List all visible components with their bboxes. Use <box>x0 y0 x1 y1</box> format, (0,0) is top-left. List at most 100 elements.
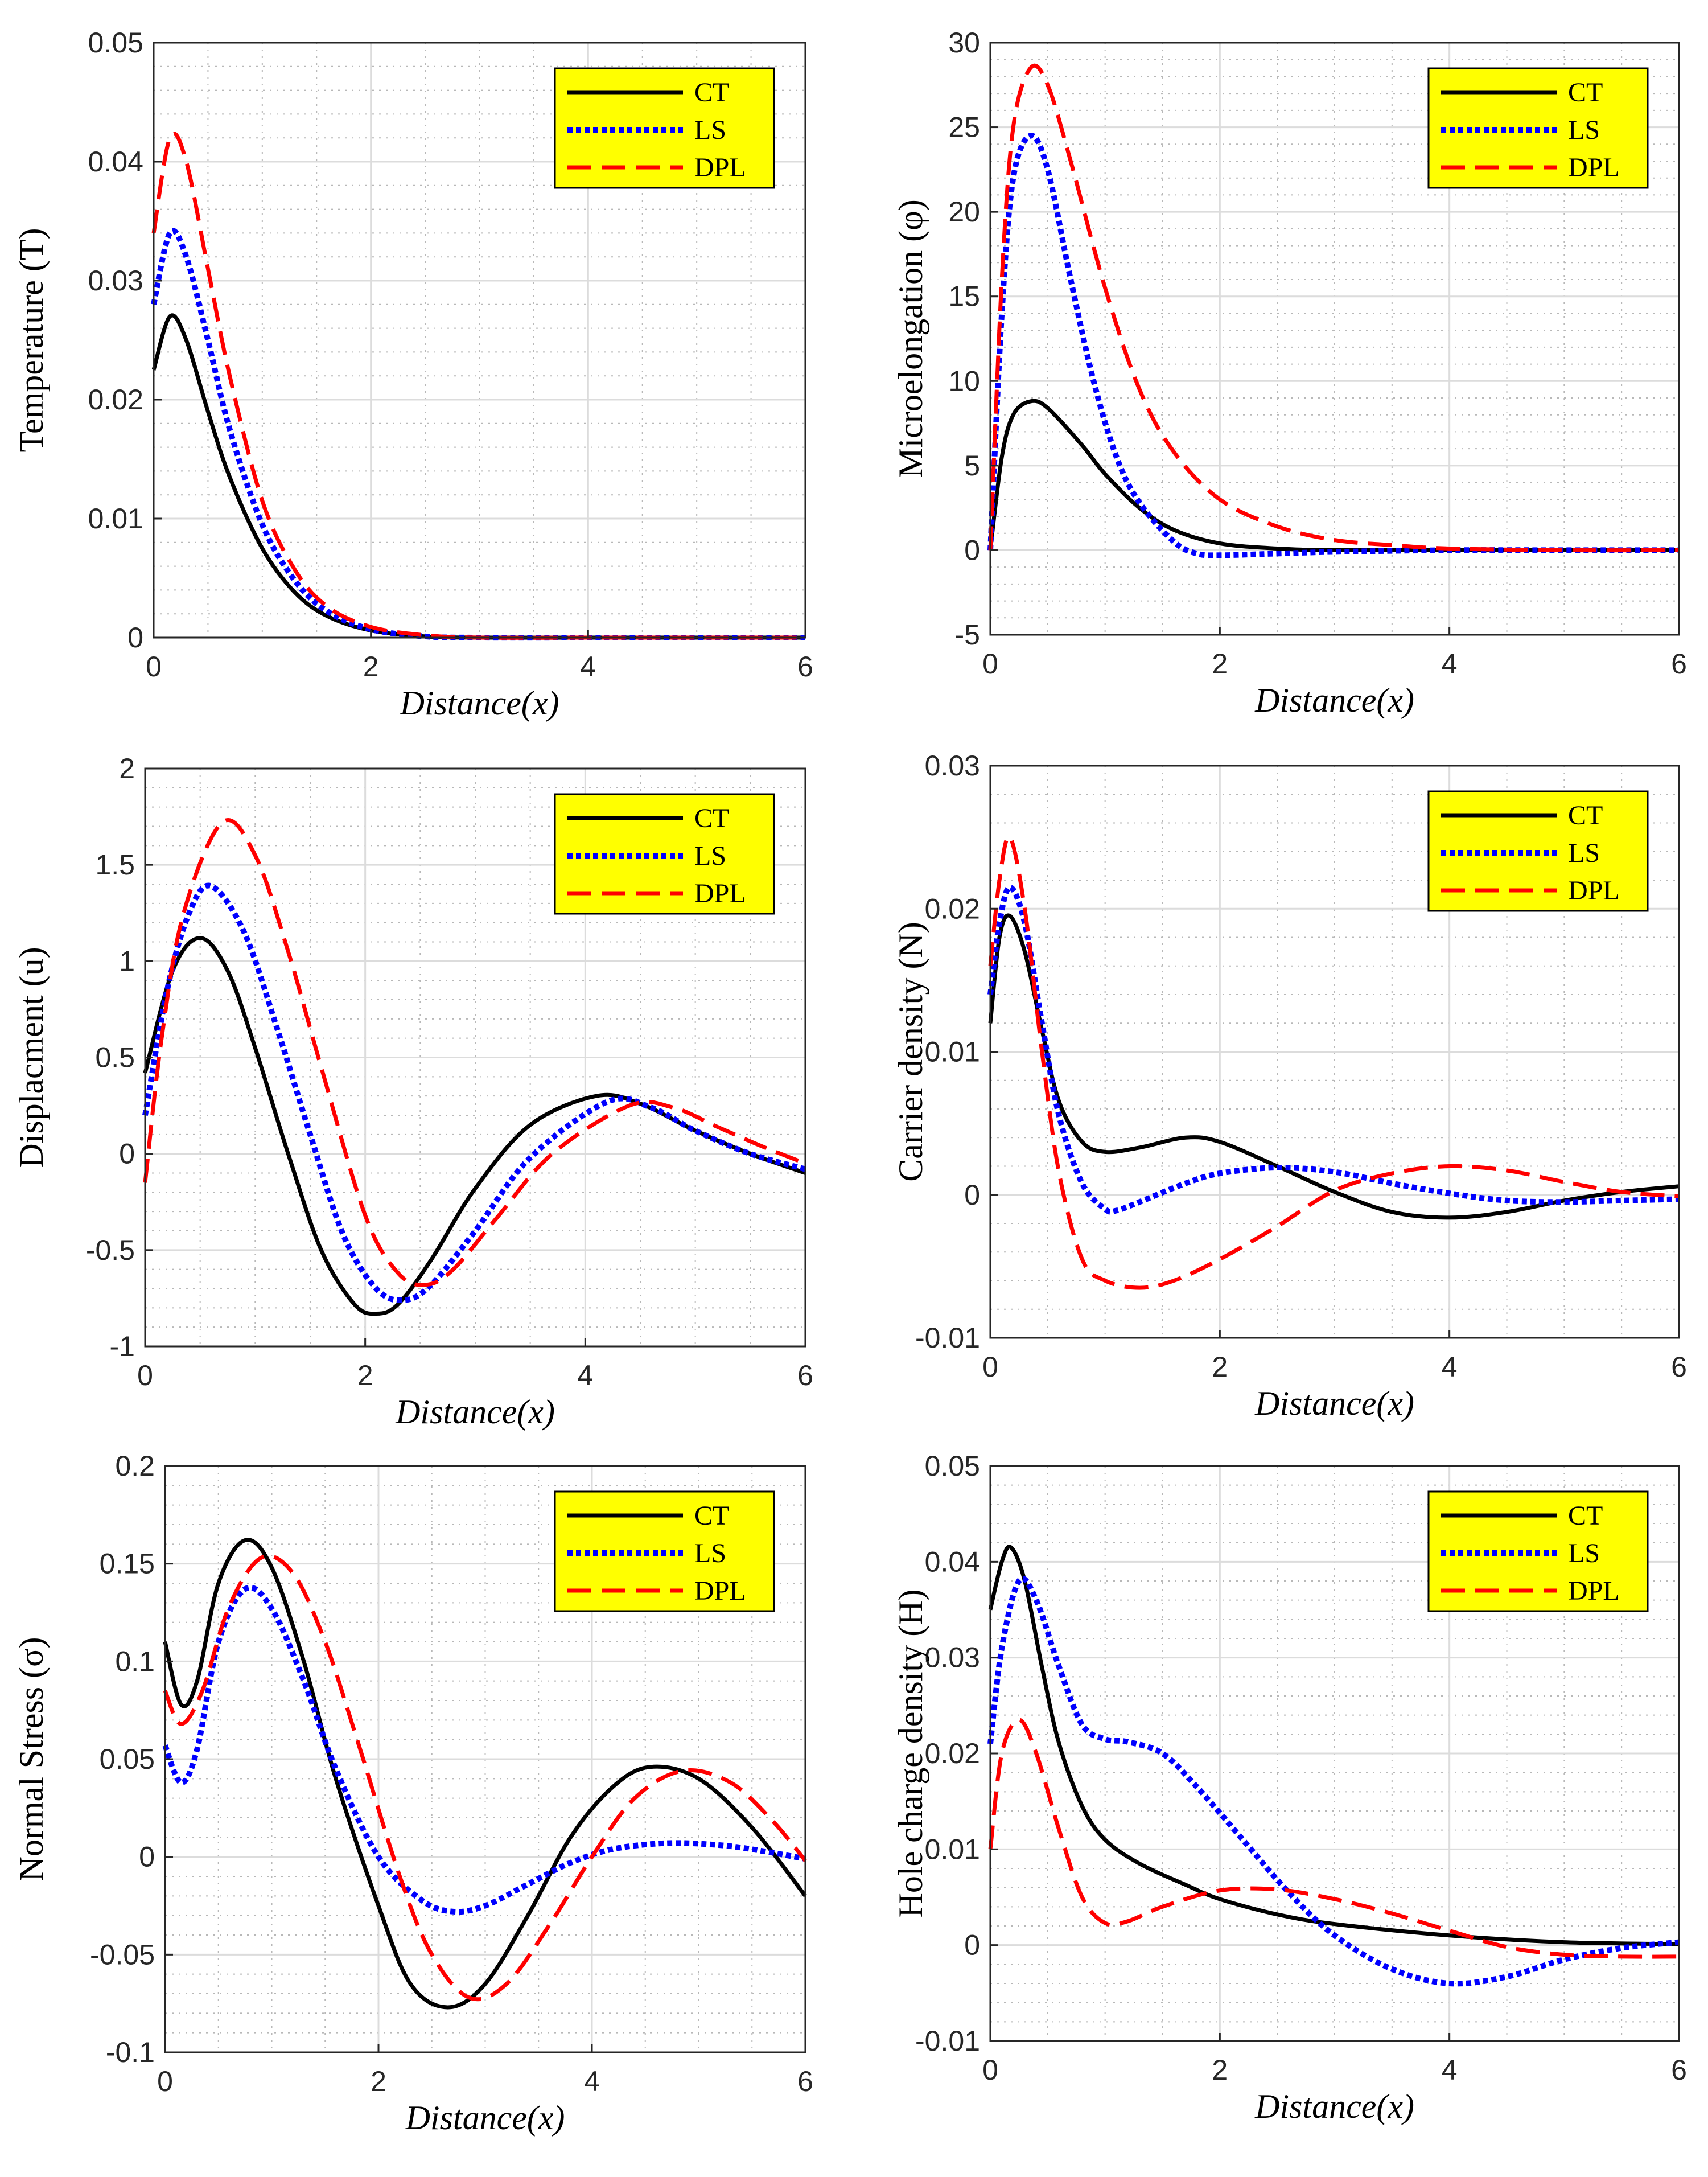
y-tick-label: 0.01 <box>88 503 143 535</box>
legend-label-ls: LS <box>694 841 726 871</box>
y-tick-label: 1 <box>119 945 135 977</box>
legend: CT LS DPL <box>1427 790 1649 912</box>
x-tick-label: 2 <box>363 651 379 683</box>
legend-label-ct: CT <box>694 1501 729 1531</box>
y-tick-label: 2 <box>119 753 135 784</box>
y-tick-label: -0.1 <box>106 2036 155 2068</box>
y-tick-label: 0.03 <box>925 750 980 782</box>
y-tick-label: 0.01 <box>925 1036 980 1068</box>
x-axis-label: Distance(x) <box>1254 681 1414 719</box>
x-tick-label: 4 <box>1442 1351 1458 1383</box>
chart-panel-6: 0 2 4 6-0.0100.010.020.030.040.05Distance(x… <box>892 1450 1687 2125</box>
y-tick-label: 0.04 <box>88 146 143 178</box>
y-tick-label: 0.02 <box>925 1738 980 1769</box>
y-tick-label: 1.5 <box>95 849 135 881</box>
x-axis-label: Distance(x) <box>395 1393 555 1431</box>
series-line-ct <box>163 1538 807 2010</box>
y-tick-label: -1 <box>110 1330 135 1362</box>
y-tick-label: 0 <box>964 534 980 566</box>
x-tick-label: 2 <box>357 1359 373 1391</box>
y-tick-label: -0.05 <box>90 1938 155 1970</box>
y-tick-label: 20 <box>948 196 980 228</box>
x-axis-label: Distance(x) <box>405 2099 565 2137</box>
y-tick-label: 5 <box>964 450 980 482</box>
chart-panel-2: 0 2 4 6-5051015202530Distance(x)Microelonga… <box>892 27 1687 719</box>
y-tick-label: -0.01 <box>915 1322 980 1354</box>
y-tick-label: 0.05 <box>88 27 143 59</box>
legend-label-ct: CT <box>694 77 729 108</box>
x-tick-label: 6 <box>797 1359 813 1391</box>
y-tick-label: 0.01 <box>925 1833 980 1865</box>
legend-label-ct: CT <box>1568 800 1603 831</box>
x-tick-label: 4 <box>580 651 596 683</box>
x-tick-label: 0 <box>137 1359 153 1391</box>
legend-label-dpl: DPL <box>694 1576 746 1606</box>
axes-box <box>989 42 1680 636</box>
series-line-dpl <box>988 63 1680 553</box>
series-line-ct <box>988 913 1680 1220</box>
series-line-ls <box>987 133 1679 558</box>
x-axis-label: Distance(x) <box>1254 2088 1414 2125</box>
x-tick-label: 0 <box>982 648 998 680</box>
y-tick-label: 0.15 <box>100 1548 155 1580</box>
legend-label-ct: CT <box>694 803 729 833</box>
legend: CT LS DPL <box>554 67 775 189</box>
y-axis-label: Hole charge density (H) <box>892 1589 929 1917</box>
x-tick-label: 4 <box>1442 2054 1458 2086</box>
y-tick-label: 10 <box>948 365 980 397</box>
chart-panel-1: 0 2 4 6 0 0.01 0.02 0.03 0.04 0.05 Distance(x) Temp… <box>13 27 813 722</box>
series-line-dpl <box>143 818 806 1287</box>
series-line-dpl <box>988 1718 1680 1959</box>
y-tick-label: 0.2 <box>115 1450 155 1482</box>
y-axis-label: Microelongation (φ) <box>892 199 929 478</box>
y-tick-label: 0.02 <box>88 384 143 416</box>
y-axis-label: Normal Stress (σ) <box>13 1637 50 1882</box>
legend-label-ls: LS <box>1568 1538 1600 1568</box>
x-tick-label: 0 <box>982 2054 998 2086</box>
legend-label-ls: LS <box>1568 838 1600 868</box>
y-tick-label: -5 <box>955 619 980 651</box>
y-tick-label: 30 <box>948 27 980 59</box>
y-tick-label: 0.03 <box>925 1642 980 1674</box>
chart-panel-5: 0 2 4 6 -0.1 -0.05 0 0.05 0.1 0.15 0.2 Distance(x) N… <box>13 1450 813 2137</box>
series-line-ls <box>987 1575 1680 1987</box>
legend-label-dpl: DPL <box>694 878 746 909</box>
legend: CT LS DPL <box>554 793 775 915</box>
series-line-ls <box>987 884 1680 1215</box>
chart-panel-3: 0 2 4 6 -1 -0.5 0 0.5 1 1.5 2 Distance(x) Displacmen… <box>13 753 813 1431</box>
x-tick-label: 4 <box>584 2065 600 2097</box>
series-line-ct <box>143 936 806 1316</box>
y-axis-label: Displacment (u) <box>13 947 50 1168</box>
x-tick-label: 0 <box>157 2065 173 2097</box>
legend: CT LS DPL <box>1427 1490 1649 1612</box>
x-axis-label: Distance(x) <box>400 684 559 722</box>
y-tick-label: 0 <box>964 1179 980 1211</box>
chart-panel-4: 0 2 4 6-0.0100.010.020.03Distance(x)Carrier… <box>892 750 1687 1422</box>
y-tick-label: 0.04 <box>925 1546 980 1578</box>
legend-label-dpl: DPL <box>694 153 746 183</box>
legend: CT LS DPL <box>554 1490 775 1612</box>
legend-label-dpl: DPL <box>1568 153 1620 183</box>
x-tick-label: 4 <box>577 1359 593 1391</box>
x-tick-label: 2 <box>1212 1351 1228 1383</box>
series-line-ls <box>162 1584 806 1915</box>
series-line-dpl <box>163 1554 807 2002</box>
x-tick-label: 2 <box>1212 648 1228 680</box>
y-tick-label: 0.5 <box>95 1042 135 1074</box>
x-tick-label: 6 <box>1671 1351 1687 1383</box>
y-tick-label: 0 <box>964 1929 980 1961</box>
x-tick-label: 2 <box>1212 2054 1228 2086</box>
x-tick-label: 6 <box>797 2065 813 2097</box>
y-tick-label: 0.05 <box>100 1743 155 1775</box>
y-tick-label: 0.05 <box>925 1450 980 1482</box>
x-tick-label: 4 <box>1442 648 1458 680</box>
series-line-dpl <box>988 835 1680 1290</box>
x-axis-label: Distance(x) <box>1254 1385 1414 1422</box>
x-tick-label: 2 <box>371 2065 386 2097</box>
y-tick-label: 0 <box>139 1841 155 1873</box>
axes-box <box>153 42 806 639</box>
series-line-ls <box>142 882 806 1304</box>
x-tick-label: 6 <box>797 651 813 683</box>
legend-label-dpl: DPL <box>1568 876 1620 906</box>
